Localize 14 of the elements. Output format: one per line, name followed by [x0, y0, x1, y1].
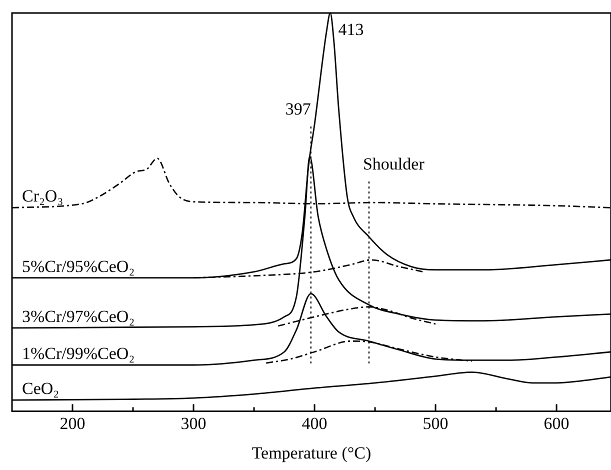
- x-tick-label: 300: [180, 414, 206, 433]
- series-label: Cr₂O₃: [22, 186, 64, 206]
- x-tick-label: 500: [422, 414, 448, 433]
- x-tick-label: 400: [302, 414, 328, 433]
- x-tick-label: 600: [544, 414, 570, 433]
- x-tick-label: 200: [60, 414, 86, 433]
- series-label: 1%Cr/99%CeO₂: [22, 344, 135, 363]
- x-axis-title: Temperature (°C): [252, 443, 372, 462]
- ref-line-label: Shoulder: [362, 154, 425, 174]
- series-label: CeO₂: [22, 379, 60, 398]
- ref-line-label: 397: [285, 99, 312, 118]
- series-label: 3%Cr/97%CeO₂: [22, 306, 135, 326]
- series-label: 5%Cr/95%CeO₂: [22, 256, 135, 276]
- annotation: 413: [338, 20, 364, 39]
